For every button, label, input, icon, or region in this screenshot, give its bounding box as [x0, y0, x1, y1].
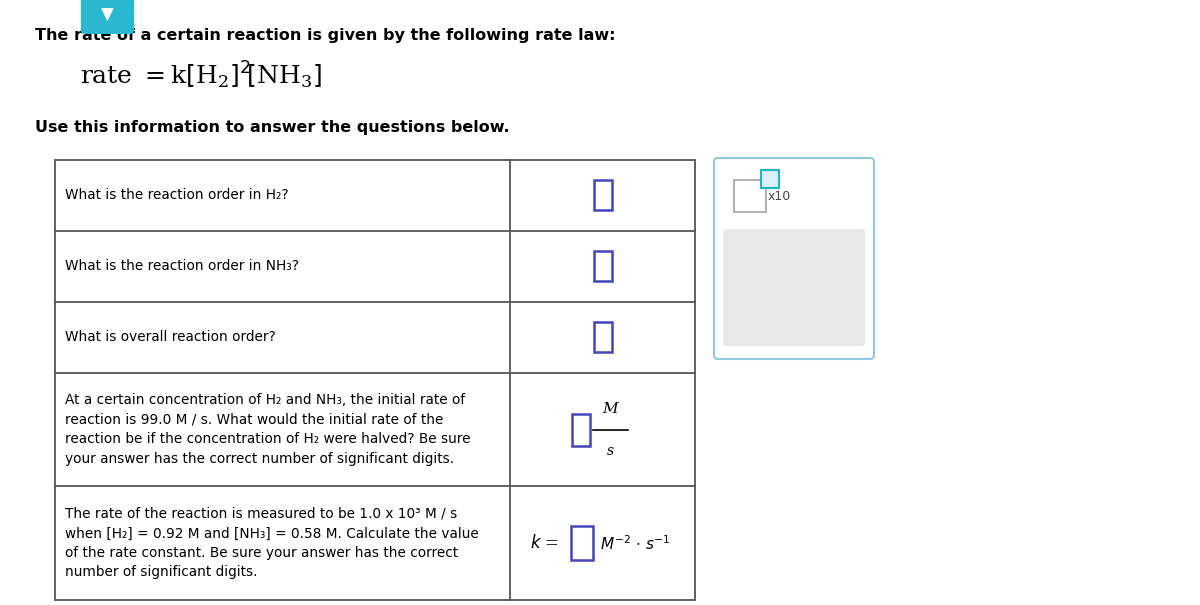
Text: s: s	[606, 443, 613, 457]
Text: ▼: ▼	[101, 6, 113, 24]
FancyBboxPatch shape	[714, 158, 874, 359]
Bar	[55, 160, 695, 600]
Text: The rate of a certain reaction is given by the following rate law:: The rate of a certain reaction is given …	[35, 28, 616, 43]
Bar	[571, 526, 593, 560]
Bar	[594, 180, 612, 211]
Text: What is the reaction order in NH₃?: What is the reaction order in NH₃?	[65, 260, 299, 273]
Bar	[571, 414, 589, 446]
Text: What is the reaction order in H₂?: What is the reaction order in H₂?	[65, 189, 289, 203]
Text: Use this information to answer the questions below.: Use this information to answer the quest…	[35, 120, 510, 135]
FancyBboxPatch shape	[82, 0, 134, 34]
Text: ✕: ✕	[760, 278, 776, 298]
Text: $M^{-2}\ {\cdot}\ s^{-1}$: $M^{-2}\ {\cdot}\ s^{-1}$	[600, 534, 671, 552]
Text: M: M	[602, 402, 618, 416]
Text: rate $= \mathregular{k}\left[\mathregular{H_2}\right]^2\!\left[\mathregular{NH_3: rate $= \mathregular{k}\left[\mathregula…	[80, 60, 322, 91]
Bar	[594, 322, 612, 353]
Text: $k$ =: $k$ =	[530, 534, 559, 552]
FancyBboxPatch shape	[722, 229, 865, 346]
Bar	[594, 252, 612, 281]
Bar	[734, 180, 766, 212]
Bar	[761, 170, 779, 188]
Text: What is overall reaction order?: What is overall reaction order?	[65, 330, 276, 344]
Text: ↺: ↺	[817, 275, 838, 299]
Text: The rate of the reaction is measured to be 1.0 x 10³ M / s
when [H₂] = 0.92 M an: The rate of the reaction is measured to …	[65, 507, 479, 580]
Text: x10: x10	[768, 189, 791, 203]
Text: At a certain concentration of H₂ and NH₃, the initial rate of
reaction is 99.0 M: At a certain concentration of H₂ and NH₃…	[65, 393, 470, 466]
